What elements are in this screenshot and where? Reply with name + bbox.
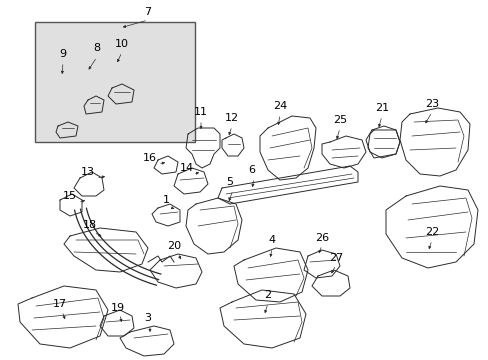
Bar — [35, 22, 195, 142]
Text: 16: 16 — [142, 153, 157, 163]
Text: 25: 25 — [332, 115, 346, 125]
Text: 5: 5 — [226, 177, 233, 187]
Text: 8: 8 — [93, 43, 101, 53]
Text: 10: 10 — [115, 39, 129, 49]
Text: 15: 15 — [63, 191, 77, 201]
Text: 6: 6 — [248, 165, 255, 175]
Text: 11: 11 — [194, 107, 207, 117]
Text: 12: 12 — [224, 113, 239, 123]
Text: 21: 21 — [374, 103, 388, 113]
Text: 1: 1 — [162, 195, 169, 205]
Text: 14: 14 — [180, 163, 194, 173]
Text: 13: 13 — [81, 167, 95, 177]
Text: 26: 26 — [314, 233, 328, 243]
Text: 23: 23 — [424, 99, 438, 109]
Text: 20: 20 — [166, 241, 181, 251]
Text: 7: 7 — [144, 7, 151, 17]
Text: 27: 27 — [328, 253, 343, 263]
Text: 19: 19 — [111, 303, 125, 313]
Text: 2: 2 — [264, 290, 271, 300]
Text: 24: 24 — [272, 101, 286, 111]
Text: 3: 3 — [144, 313, 151, 323]
Text: 9: 9 — [60, 49, 66, 59]
Text: 17: 17 — [53, 299, 67, 309]
Text: 18: 18 — [83, 220, 97, 230]
Text: 4: 4 — [268, 235, 275, 245]
Text: 22: 22 — [424, 227, 438, 237]
